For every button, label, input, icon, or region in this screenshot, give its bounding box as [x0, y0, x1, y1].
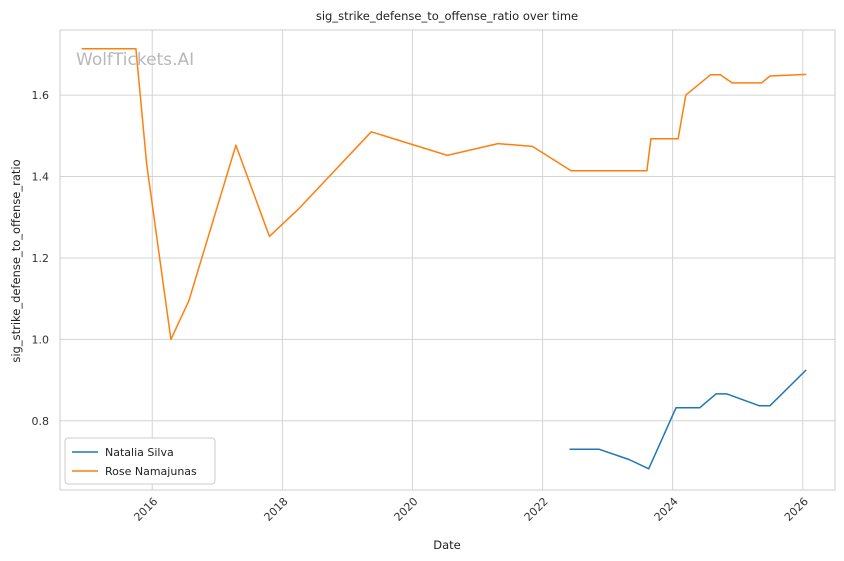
y-tick-label: 0.8	[32, 415, 50, 428]
gridlines	[60, 30, 835, 490]
y-tick-label: 1.0	[32, 333, 50, 346]
watermark: WolfTickets.AI	[76, 50, 194, 70]
y-tick-label: 1.2	[32, 252, 50, 265]
y-tick-label: 1.6	[32, 89, 50, 102]
legend-box	[64, 437, 216, 485]
series-lines	[81, 47, 807, 470]
y-tick-labels: 0.8 1.0 1.2 1.4 1.6	[32, 89, 50, 428]
y-tick-label: 1.4	[32, 171, 50, 184]
chart-title: sig_strike_defense_to_offense_ratio over…	[316, 9, 578, 23]
plot-frame	[59, 29, 836, 491]
y-axis-label: sig_strike_defense_to_offense_ratio	[9, 159, 23, 362]
legend: Natalia Silva Rose Namajunas	[64, 437, 216, 485]
legend-label-rose-namajunas: Rose Namajunas	[105, 465, 197, 478]
series-natalia-silva	[569, 369, 807, 470]
legend-label-natalia-silva: Natalia Silva	[105, 446, 174, 459]
series-rose-namajunas	[81, 47, 807, 341]
x-axis-label: Date	[433, 538, 461, 552]
